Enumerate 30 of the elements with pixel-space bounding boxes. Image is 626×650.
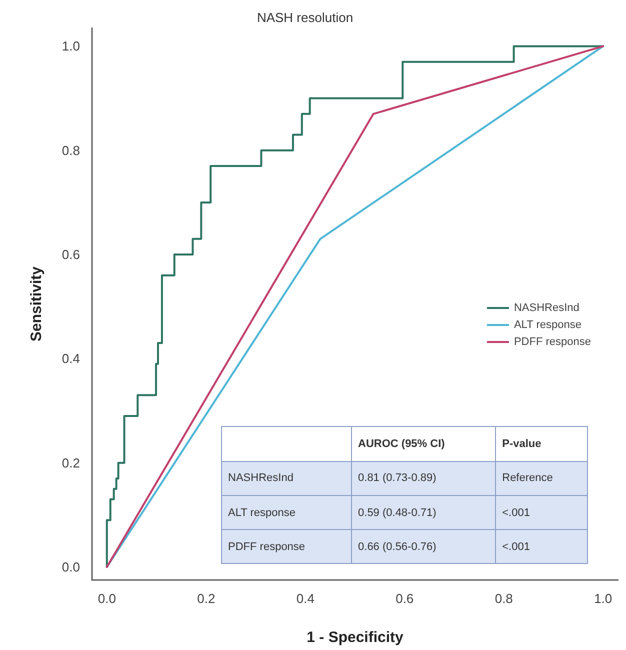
annotation: <.001 bbox=[496, 495, 588, 530]
legend-label: NASHResInd bbox=[514, 302, 580, 314]
y-axis-title: Sensitivity bbox=[28, 266, 45, 342]
y-tick-label: 0.6 bbox=[62, 247, 80, 262]
annotation: ALT response bbox=[222, 495, 352, 530]
annotation: <.001 bbox=[496, 530, 588, 564]
chart-title: NASH resolution bbox=[256, 10, 354, 25]
annotation: Reference bbox=[496, 461, 588, 496]
annotation: NASHResInd bbox=[222, 461, 352, 496]
line-series bbox=[106, 45, 604, 568]
annotation: 0.81 (0.73-0.89) bbox=[352, 461, 496, 496]
annotation: PDFF response bbox=[222, 530, 352, 564]
x-tick-label: 0.0 bbox=[98, 591, 116, 606]
y-tick-label: 0.8 bbox=[62, 142, 80, 158]
annotation: P-value bbox=[496, 426, 588, 462]
y-tick-label: 0.0 bbox=[62, 559, 80, 574]
x-tick-label: 0.8 bbox=[494, 591, 513, 606]
x-tick-label: 0.2 bbox=[197, 591, 216, 606]
annotation: 0.59 (0.48-0.71) bbox=[352, 495, 496, 530]
x-axis-title: 1 - Specificity bbox=[306, 629, 404, 646]
legend-label: PDFF response bbox=[514, 336, 592, 348]
x-tick-label: 1.0 bbox=[594, 591, 612, 606]
legend-label: ALT response bbox=[514, 319, 582, 331]
x-tick-label: 0.4 bbox=[296, 591, 314, 606]
y-tick-label: 0.2 bbox=[62, 455, 80, 470]
x-tick-label: 0.6 bbox=[396, 591, 414, 606]
y-tick-label: 0.4 bbox=[62, 351, 80, 366]
y-tick-label: 1.0 bbox=[62, 38, 80, 54]
annotation: 0.66 (0.56-0.76) bbox=[352, 530, 496, 564]
annotation: AUROC (95% CI) bbox=[352, 426, 496, 462]
